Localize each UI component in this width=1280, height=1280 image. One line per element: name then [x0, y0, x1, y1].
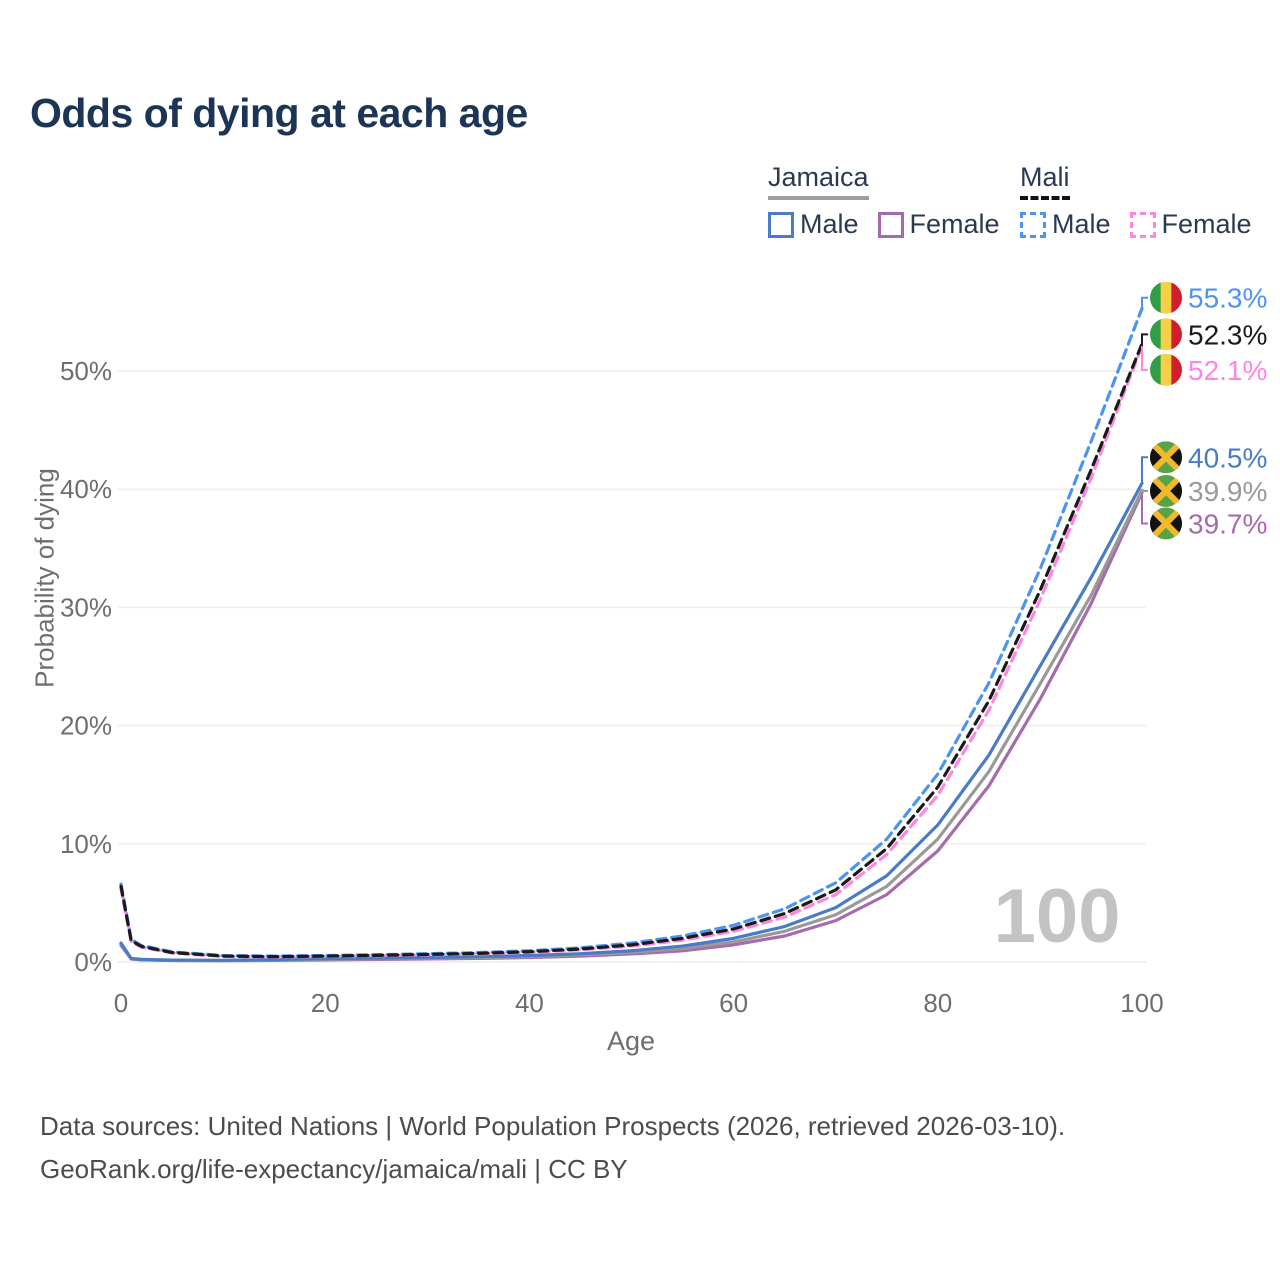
y-tick-label: 30% — [60, 592, 112, 622]
legend-title-jamaica[interactable]: Jamaica — [768, 162, 869, 200]
series-line-jamaica-male[interactable] — [119, 481, 1144, 962]
y-tick-label: 50% — [60, 356, 112, 386]
legend-item-mali-female[interactable]: Female — [1129, 209, 1252, 240]
mali-male-swatch — [1020, 211, 1046, 238]
y-tick-label: 40% — [60, 474, 112, 504]
footer-data-sources: Data sources: United Nations | World Pop… — [40, 1111, 1066, 1141]
x-axis-title: Age — [606, 1026, 656, 1056]
footer-attribution: GeoRank.org/life-expectancy/jamaica/mali… — [40, 1154, 628, 1184]
legend-group-mali: Mali Male Female — [1020, 162, 1252, 240]
annotation-value-label: 39.9% — [1188, 476, 1267, 507]
annotation-value-label: 55.3% — [1188, 283, 1267, 314]
legend-label-jamaica-male: Male — [800, 209, 859, 239]
jamaica-flag-icon — [1150, 441, 1182, 474]
jamaica-flag-icon — [1150, 474, 1182, 507]
legend-label-mali-female: Female — [1161, 209, 1252, 239]
legend-label-jamaica-female: Female — [909, 209, 1000, 239]
y-axis-title: Probability of dying — [29, 468, 60, 688]
x-tick-label: 0 — [114, 988, 128, 1018]
x-tick-label: 100 — [1120, 988, 1163, 1018]
mali-female-swatch — [1129, 211, 1156, 238]
footer: Data sources: United Nations | World Pop… — [40, 1105, 1065, 1191]
legend-item-jamaica-male[interactable]: Male — [768, 209, 859, 240]
jamaica-female-swatch — [877, 211, 904, 238]
y-tick-label: 10% — [60, 829, 112, 859]
annotation-connector — [1141, 346, 1148, 371]
annotation-connector — [1141, 296, 1148, 309]
x-tick-label: 60 — [719, 988, 748, 1018]
x-tick-label: 80 — [923, 988, 952, 1018]
page-title: Odds of dying at each age — [30, 90, 528, 136]
y-tick-label: 20% — [60, 711, 112, 741]
annotation-connector — [1141, 489, 1148, 492]
series-line-mali-male[interactable] — [119, 306, 1144, 958]
x-tick-label: 40 — [515, 988, 544, 1018]
y-tick-label: 0% — [74, 947, 112, 977]
legend-group-jamaica: Jamaica Male Female — [768, 162, 1000, 240]
annotation-connector — [1141, 492, 1148, 525]
series-line-mali-female[interactable] — [119, 344, 1144, 959]
series-line-jamaica-female[interactable] — [119, 491, 1144, 963]
mali-flag-icon — [1150, 318, 1182, 351]
annotation-value-label: 39.7% — [1188, 508, 1267, 539]
legend-label-mali-male: Male — [1052, 209, 1111, 239]
series-line-mali-both-sexes[interactable] — [119, 342, 1144, 959]
legend-item-jamaica-female[interactable]: Female — [877, 209, 1000, 240]
jamaica-male-swatch — [768, 211, 794, 238]
legend-title-mali[interactable]: Mali — [1020, 162, 1070, 200]
mali-flag-icon — [1150, 281, 1182, 314]
legend-item-mali-male[interactable]: Male — [1020, 209, 1111, 240]
annotation-value-label: 52.3% — [1188, 319, 1267, 350]
hover-age-watermark: 100 — [994, 874, 1121, 959]
annotation-connector — [1141, 333, 1148, 344]
x-tick-label: 20 — [311, 988, 340, 1018]
mali-flag-icon — [1150, 353, 1182, 386]
jamaica-flag-icon — [1150, 507, 1182, 540]
annotation-value-label: 40.5% — [1188, 442, 1267, 473]
annotation-connector — [1141, 456, 1148, 484]
annotation-value-label: 52.1% — [1188, 355, 1267, 386]
